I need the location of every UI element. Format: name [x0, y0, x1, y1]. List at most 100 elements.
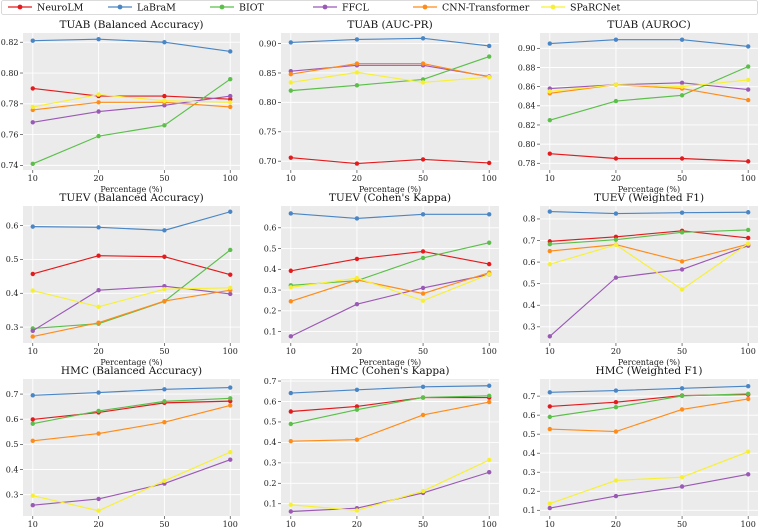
y-tick-label: 0.7 — [523, 236, 536, 245]
x-tick-label: 100 — [482, 174, 497, 183]
data-point — [486, 261, 492, 267]
data-point — [162, 420, 167, 425]
data-point — [679, 156, 685, 161]
data-point — [420, 36, 426, 41]
x-tick-label: 100 — [223, 347, 238, 356]
data-point — [613, 37, 619, 42]
data-point — [162, 287, 167, 292]
data-point — [420, 395, 426, 400]
series-line — [290, 273, 490, 337]
data-point — [679, 407, 685, 412]
data-point — [288, 71, 294, 77]
plot-area — [540, 206, 758, 343]
data-point — [30, 104, 35, 110]
data-point — [679, 484, 685, 489]
data-point — [30, 328, 35, 334]
data-point — [288, 421, 294, 427]
data-point — [96, 304, 101, 309]
data-point — [613, 156, 619, 161]
data-point — [679, 474, 685, 480]
x-tick-label: 10 — [28, 174, 38, 183]
legend-entry-cnn-transformer: CNN-Transformer — [413, 2, 530, 13]
y-tick-label: 0.82 — [518, 121, 536, 130]
y-tick-label: 0.7 — [6, 390, 19, 399]
series-line — [549, 243, 749, 263]
data-point — [228, 49, 233, 54]
x-axis-label: Percentage (%) — [618, 185, 680, 194]
data-point — [96, 253, 101, 258]
y-tick-label: 0.1 — [264, 327, 277, 336]
x-tick-label: 50 — [677, 520, 687, 529]
series-biot — [30, 76, 233, 167]
series-line — [290, 157, 490, 165]
series-line — [32, 289, 231, 338]
y-tick-label: 0.80 — [1, 69, 19, 78]
data-point — [288, 509, 294, 514]
data-point — [354, 387, 360, 393]
legend-entry-labram: LaBraM — [108, 2, 176, 13]
x-tick-label: 100 — [741, 174, 756, 183]
data-point — [486, 393, 492, 398]
y-tick-label: 0.4 — [6, 465, 19, 474]
x-tick-label: 20 — [352, 347, 362, 356]
x-axis-label: Percentage (%) — [100, 358, 162, 367]
data-point — [547, 117, 553, 123]
data-point — [547, 426, 553, 432]
data-point — [745, 159, 751, 164]
data-point — [162, 478, 167, 484]
y-tick-label: 0.78 — [1, 100, 19, 109]
chart-title: HMC (Cohen's Kappa) — [331, 365, 450, 377]
y-tick-label: 0.80 — [259, 98, 277, 107]
y-tick-label: 0.5 — [523, 279, 536, 288]
x-tick-label: 20 — [93, 174, 103, 183]
legend-marker — [117, 4, 123, 10]
legend-entry-ffcl: FFCL — [313, 2, 369, 13]
x-tick-label: 50 — [418, 520, 428, 529]
data-point — [228, 100, 233, 105]
series-labram — [288, 36, 492, 49]
x-tick-label: 50 — [677, 174, 687, 183]
data-point — [547, 241, 553, 247]
data-point — [745, 449, 751, 454]
panel-hmc-balanced-accuracy: 0.3 0.4 0.5 0.6 0.7 10 20 50 100 HMC (Balanced Ac… — [6, 365, 240, 529]
x-tick-label: 10 — [545, 174, 555, 183]
data-point — [288, 40, 294, 45]
data-point — [486, 470, 492, 475]
data-point — [613, 429, 619, 434]
series-ffcl — [547, 243, 751, 339]
chart-title: TUEV (Cohen's Kappa) — [329, 192, 451, 204]
legend-marker — [550, 4, 556, 10]
series-labram — [30, 209, 233, 233]
data-point — [162, 40, 167, 45]
data-point — [613, 388, 619, 393]
legend-label: SPaRCNet — [570, 2, 620, 13]
chart-title: HMC (Balanced Accuracy) — [61, 365, 202, 377]
data-point — [30, 271, 35, 277]
series-line — [290, 395, 490, 425]
data-point — [96, 508, 101, 513]
series-sparcnet — [547, 241, 751, 292]
data-point — [486, 74, 492, 80]
y-tick-label: 0.5 — [264, 244, 277, 253]
data-point — [288, 438, 294, 444]
y-tick-label: 0.3 — [6, 490, 19, 499]
data-point — [745, 87, 751, 92]
data-point — [679, 259, 685, 264]
data-point — [679, 93, 685, 98]
panel-tuab-auc-pr: 0.70 0.75 0.80 0.85 0.90 10 20 50 100 TUAB (AUC-P… — [259, 19, 499, 194]
data-point — [547, 151, 553, 156]
series-biot — [288, 54, 492, 93]
y-tick-label: 0.2 — [523, 487, 536, 496]
series-line — [549, 393, 749, 418]
legend-marker — [219, 4, 225, 10]
data-point — [228, 76, 233, 82]
data-point — [486, 272, 492, 277]
series-line — [549, 82, 749, 91]
chart-title: HMC (Weighted F1) — [596, 365, 703, 377]
data-point — [679, 267, 685, 272]
series-biot — [30, 396, 233, 426]
series-labram — [547, 37, 751, 49]
data-point — [547, 262, 553, 267]
y-tick-label: 0.4 — [6, 289, 19, 298]
data-point — [547, 334, 553, 339]
